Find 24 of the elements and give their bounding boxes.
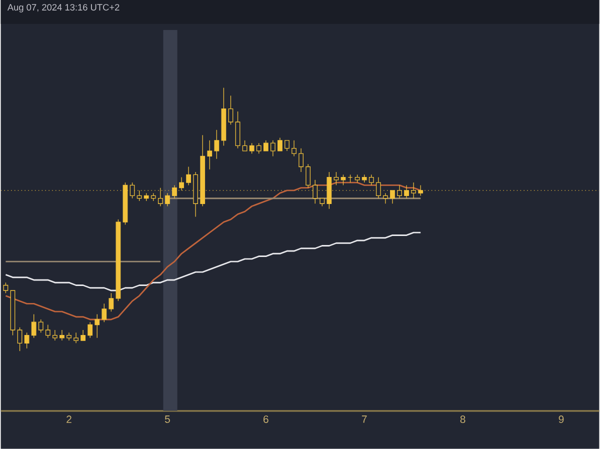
candlestick xyxy=(411,182,416,199)
candlestick xyxy=(404,184,409,199)
x-tick-label: 8 xyxy=(460,416,466,424)
candlestick xyxy=(52,330,58,341)
x-tick-label: 7 xyxy=(362,416,367,423)
candlestick xyxy=(207,140,212,170)
x-tick-label: 5 xyxy=(164,416,170,423)
x-tick-label: 2 xyxy=(66,416,72,423)
text: Aug 07, 2024 13:16 UTC+2 xyxy=(7,4,120,12)
candlestick xyxy=(397,184,402,199)
x-tick-label: 6 xyxy=(264,416,268,424)
candlestick xyxy=(292,140,296,157)
candlestick xyxy=(60,330,64,341)
candlestick xyxy=(158,188,163,207)
candlestick xyxy=(186,166,191,186)
candlestick xyxy=(270,140,276,157)
x-tick-label: 9 xyxy=(558,416,564,424)
candlestick xyxy=(165,192,170,207)
candlestick xyxy=(298,148,304,172)
candlestick xyxy=(179,177,184,191)
candlestick xyxy=(66,332,72,341)
candlestick xyxy=(172,184,177,199)
candlestick xyxy=(74,332,78,344)
candlestick xyxy=(383,192,388,204)
